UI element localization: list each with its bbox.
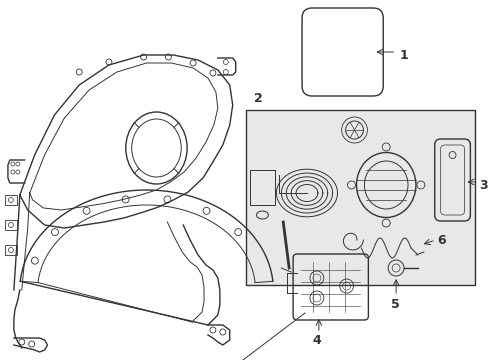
- Text: 2: 2: [253, 92, 262, 105]
- Text: 3: 3: [478, 179, 487, 192]
- Bar: [245, 110, 474, 285]
- Bar: [249, 170, 275, 205]
- Bar: [5, 220, 17, 230]
- Bar: [5, 245, 17, 255]
- Text: 1: 1: [398, 49, 407, 62]
- Text: 4: 4: [312, 333, 321, 346]
- Text: 6: 6: [437, 234, 446, 247]
- Bar: [5, 195, 17, 205]
- Text: 5: 5: [390, 297, 399, 310]
